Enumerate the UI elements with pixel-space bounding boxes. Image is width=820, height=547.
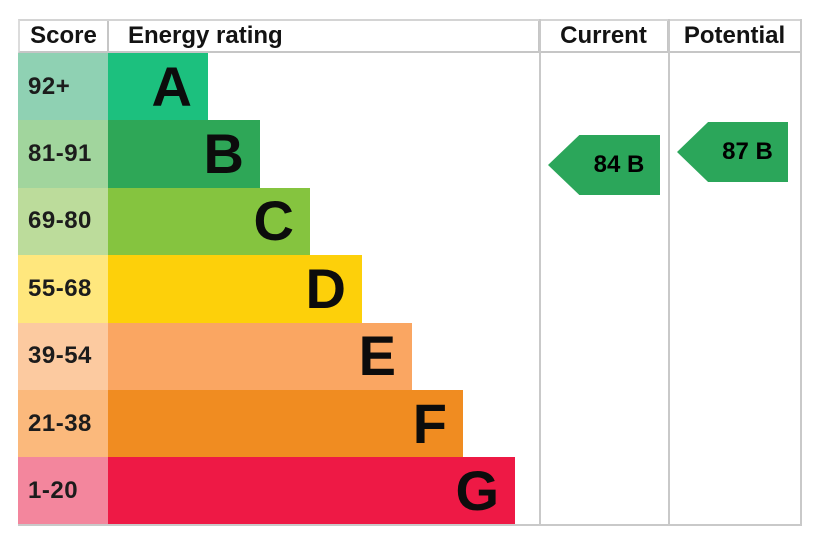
score-range-f: 21-38 (18, 389, 108, 458)
band-row-e: 39-54 E (18, 322, 802, 390)
header-energy-rating: Energy rating (128, 22, 283, 49)
band-bar-b: B (108, 120, 260, 188)
band-bar-e: E (108, 322, 412, 390)
table-header-row: Score Energy rating Current Potential (18, 19, 802, 53)
band-bar-f: F (108, 389, 463, 458)
current-rating-label: 84 B (593, 151, 645, 178)
band-row-d: 55-68 D (18, 255, 802, 323)
band-row-c: 69-80 C (18, 187, 802, 256)
band-row-b: 81-91 B (18, 120, 802, 188)
table-right-border (800, 19, 802, 526)
header-potential: Potential (667, 21, 800, 51)
rating-table: Score Energy rating Current Potential 92… (18, 19, 802, 525)
potential-rating-label: 87 B (722, 138, 773, 165)
score-range-b: 81-91 (18, 120, 108, 188)
score-range-c: 69-80 (18, 187, 108, 256)
header-current: Current (538, 21, 667, 51)
band-row-g: 1-20 G (18, 457, 802, 525)
score-range-e: 39-54 (18, 322, 108, 390)
score-range-g: 1-20 (18, 457, 108, 525)
score-range-d: 55-68 (18, 255, 108, 323)
band-bar-c: C (108, 187, 310, 256)
band-bar-g: G (108, 457, 515, 525)
band-row-f: 21-38 F (18, 389, 802, 458)
band-rows: 92+ A 81-91 B 69-80 C 55-68 D 39-54 E 21… (18, 53, 802, 525)
current-column-divider (539, 19, 541, 526)
band-bar-d: D (108, 255, 362, 323)
header-score: Score (20, 21, 109, 51)
score-range-a: 92+ (18, 53, 108, 121)
potential-column-divider (668, 19, 670, 526)
band-row-a: 92+ A (18, 53, 802, 121)
band-bar-a: A (108, 53, 208, 121)
table-bottom-border (18, 524, 802, 526)
